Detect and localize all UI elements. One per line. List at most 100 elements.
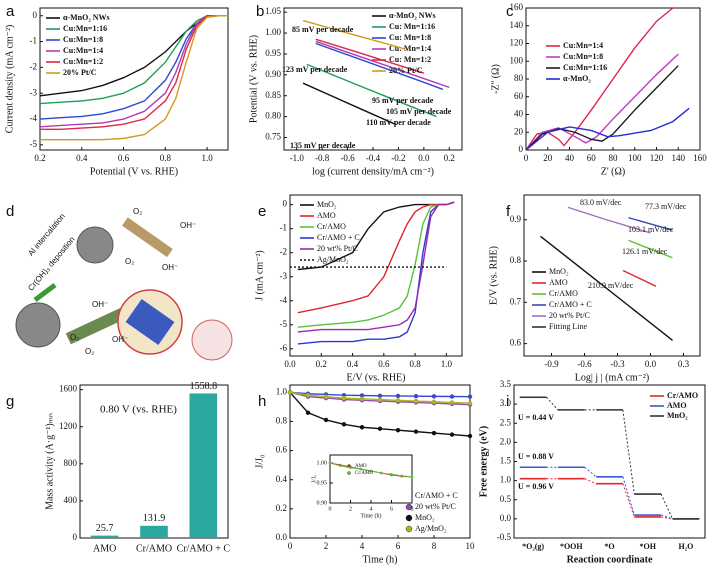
marker (305, 393, 311, 398)
annotation: 0.80 V (vs. RHE) (100, 404, 177, 416)
x-axis-label: Log| j | (mA cm⁻²) (575, 372, 650, 383)
series-line (525, 107, 690, 151)
legend-label: MnO₂ (667, 411, 688, 420)
plot-frame (329, 454, 413, 504)
y-tick-label: 160 (510, 2, 524, 12)
x-tick-label: 0.8 (409, 359, 421, 369)
panel-label: b (256, 3, 264, 20)
annotation: 83.0 mV/dec (580, 198, 622, 207)
marker (400, 474, 404, 478)
x-tick-label: 0.3 (678, 359, 690, 369)
diagram-label: O₂ (125, 257, 134, 266)
y-tick-label: 120 (510, 38, 524, 48)
x-tick-label: 2 (324, 541, 329, 551)
diagram-label: OH⁻ (180, 221, 196, 230)
legend-swatch (405, 525, 413, 533)
marker (349, 466, 352, 470)
x-tick-label: 140 (672, 153, 686, 163)
legend-label: Cr/AMO + C (549, 300, 592, 309)
y-axis-label: J (mA cm⁻²) (254, 250, 265, 301)
panel-label: d (6, 203, 14, 220)
x-tick-label: 80 (609, 153, 619, 163)
x-tick-label: 4 (360, 541, 365, 551)
marker (377, 426, 383, 431)
bar (90, 535, 119, 538)
plot-frame (39, 7, 229, 151)
marker (449, 394, 455, 399)
legend-label: Cu:Mn=1:8 (63, 35, 103, 44)
y-tick-label: 140 (510, 20, 524, 30)
connector (584, 478, 597, 485)
marker (341, 422, 347, 427)
x-tick-label: 10 (466, 541, 476, 551)
y-tick-label: 100 (510, 55, 524, 65)
marker (287, 390, 293, 395)
x-tick-label: 1.0 (441, 359, 453, 369)
connector (622, 476, 635, 516)
series-line (302, 19, 405, 50)
x-axis-label: Time (h) (363, 554, 398, 565)
bar (189, 393, 218, 538)
y-axis-label: Mass activity (A·g⁻¹)ₘₙ (44, 413, 55, 510)
structure-circle (191, 319, 233, 361)
annotation: 77.3 mV/dec (645, 202, 687, 211)
y-tick-label: -1 (280, 223, 288, 233)
legend-label: Cu:Mn=1:8 (563, 52, 603, 61)
marker (467, 401, 473, 406)
x-tick-label: 0.2 (444, 153, 455, 163)
x-tick-label: 0 (329, 506, 332, 512)
marker (377, 393, 383, 398)
y-axis-label: E/V (vs. RHE) (488, 246, 499, 305)
y-tick-label: 1.00 (317, 460, 328, 466)
legend-label: α-MnO₂ NWs (63, 13, 110, 22)
legend-label: Ag/MnO₂ (317, 255, 349, 264)
nanorod (65, 303, 135, 345)
legend-label: 20% Pt/C (389, 66, 423, 75)
legend-label: AMO (355, 464, 367, 469)
x-tick-label: -0.6 (340, 153, 355, 163)
annotation: 110 mV per decade (366, 118, 431, 127)
y-tick-label: 800 (64, 458, 78, 468)
marker (359, 425, 365, 430)
y-tick-label: 40 (514, 109, 524, 119)
x-tick-label: 2 (349, 506, 352, 512)
y-tick-label: 0 (283, 199, 288, 209)
plot-frame (289, 194, 463, 357)
marker (410, 475, 414, 479)
series-line (40, 15, 228, 131)
x-axis-label: Potential (V vs. RHE) (90, 166, 178, 177)
x-tick-label: -0.3 (610, 359, 625, 369)
y-tick-label: 1.0 (500, 475, 512, 485)
marker (323, 417, 329, 423)
connector (622, 483, 635, 518)
y-tick-label: 0 (33, 10, 38, 20)
y-tick-label: 0.8 (276, 415, 288, 425)
x-tick-label: 0.0 (284, 359, 296, 369)
diagram-label: O₂ (85, 347, 94, 356)
legend-label: 20 wt% Pt/C (317, 244, 358, 253)
x-tick-label: 0.0 (418, 153, 430, 163)
marker (390, 472, 393, 476)
y-tick-label: 3.5 (500, 379, 512, 389)
legend-label: α-MnO₂ NWs (389, 11, 436, 20)
marker (431, 430, 437, 436)
marker (449, 400, 455, 405)
series-line (315, 40, 450, 89)
legend-swatch (405, 503, 413, 511)
legend-label: Cr/AMO (317, 222, 346, 231)
x-tick-label: 0.2 (316, 359, 327, 369)
marker (328, 461, 332, 465)
legend-label: 20% Pt/C (63, 68, 97, 77)
legend-label: Cr/AMO (667, 391, 698, 400)
x-tick-label: 0.4 (347, 359, 359, 369)
y-tick-label: 1200 (59, 421, 78, 431)
x-tick-label: 6 (390, 506, 393, 512)
y-tick-label: 1600 (59, 384, 78, 394)
marker (338, 464, 342, 468)
y-tick-label: 0.7 (510, 296, 522, 306)
legend-label: MnO₂ (549, 267, 569, 276)
panel-label: f (506, 203, 511, 220)
marker (359, 393, 365, 398)
y-tick-label: 400 (64, 495, 78, 505)
